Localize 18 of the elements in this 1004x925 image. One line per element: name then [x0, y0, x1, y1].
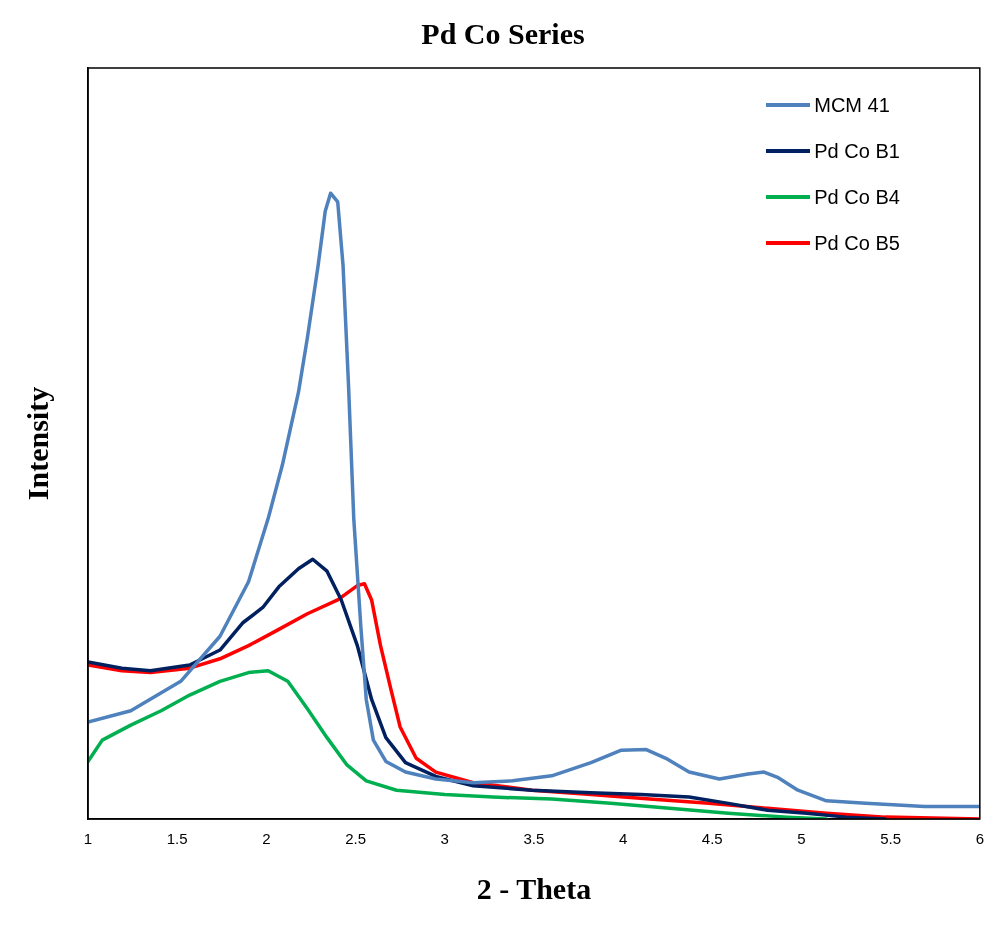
- legend-label: Pd Co B4: [814, 185, 900, 209]
- legend-label: Pd Co B1: [814, 139, 900, 163]
- x-tick-label: 5: [797, 830, 806, 848]
- x-tick-label: 2: [262, 830, 271, 848]
- x-tick-label: 5.5: [880, 830, 902, 848]
- x-tick-label: 1: [83, 830, 93, 848]
- legend-label: Pd Co B5: [814, 231, 900, 255]
- x-tick-label: 1.5: [166, 830, 188, 848]
- x-tick-label: 3: [440, 830, 449, 848]
- x-tick-label: 4.5: [701, 830, 723, 848]
- x-tick-label: 2.5: [345, 830, 366, 848]
- x-axis-title: 2 - Theta: [476, 871, 592, 905]
- legend-label: MCM 41: [814, 93, 890, 117]
- y-axis-title: Intensity: [20, 386, 54, 501]
- chart-title: Pd Co Series: [421, 16, 585, 50]
- x-tick-label: 4: [618, 830, 628, 848]
- x-tick-label: 3.5: [523, 830, 545, 848]
- x-tick-label: 6: [975, 830, 984, 848]
